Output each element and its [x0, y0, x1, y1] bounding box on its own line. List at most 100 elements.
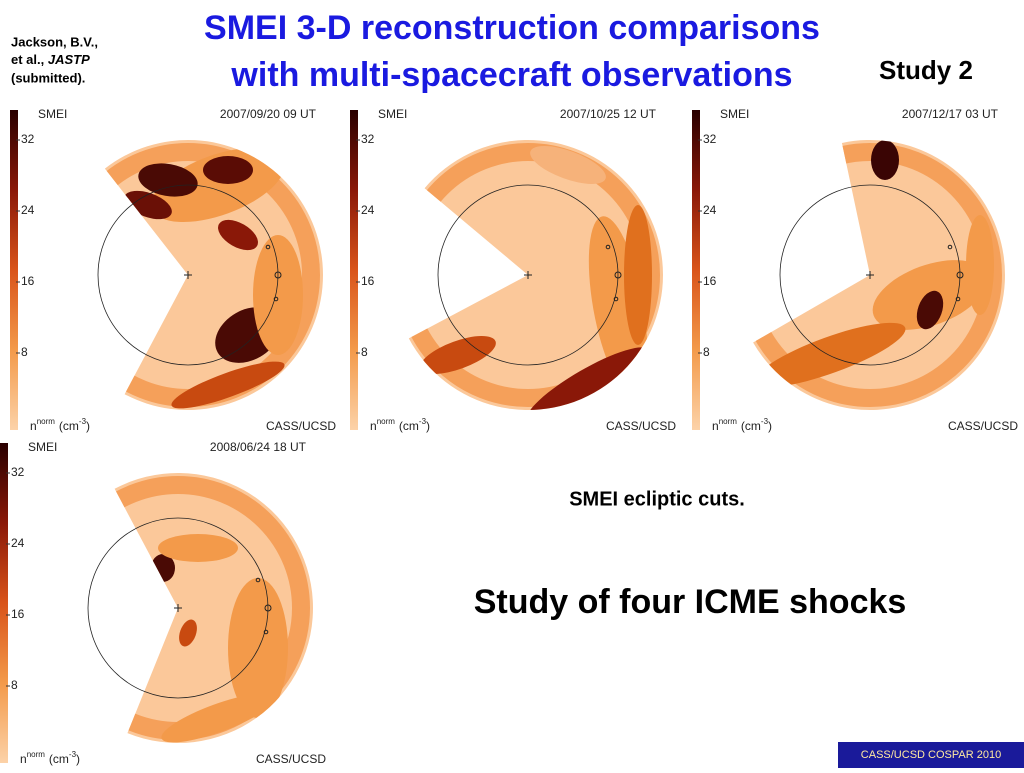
citation: (submitted).	[11, 70, 85, 85]
spacecraft-marker	[947, 244, 953, 250]
earth-marker	[956, 271, 964, 279]
unit: -3	[79, 417, 87, 426]
unit: )	[76, 752, 80, 766]
panel-label: SMEI	[28, 440, 57, 454]
unit-label: nnorm (cm-3)	[712, 417, 772, 433]
colorbar-label: 8	[11, 678, 18, 692]
colorbar-label: 24	[21, 203, 35, 217]
density-blob	[179, 619, 197, 647]
spacecraft-marker	[263, 629, 269, 635]
unit: norm	[27, 750, 46, 759]
unit: (cm	[49, 752, 69, 766]
credit: CASS/UCSD	[266, 419, 336, 433]
panel-label: SMEI	[38, 107, 67, 121]
colorbar-label: 24	[361, 203, 375, 217]
density-blob	[871, 140, 899, 180]
earth-marker	[274, 271, 282, 279]
unit: n	[712, 419, 719, 433]
colorbar-label: 32	[703, 132, 717, 146]
colorbar	[0, 443, 8, 763]
colorbar-label: 32	[21, 132, 35, 146]
colorbar	[350, 110, 358, 430]
sun-marker	[524, 271, 532, 279]
earth-orbit	[779, 184, 961, 366]
density-features	[104, 143, 320, 409]
density-blob	[754, 322, 906, 388]
density-blob	[530, 146, 606, 184]
unit: (cm	[59, 419, 79, 433]
unit: norm	[37, 417, 56, 426]
earth-marker	[264, 604, 272, 612]
sun-marker	[866, 271, 874, 279]
unit: (cm	[399, 419, 419, 433]
credit: CASS/UCSD	[948, 419, 1018, 433]
study-label: Study 2	[879, 55, 973, 85]
unit-label: nnorm (cm-3)	[370, 417, 430, 433]
panel-label: SMEI	[720, 107, 749, 121]
density-blob	[228, 578, 288, 718]
spacecraft-marker	[273, 296, 279, 302]
density-features	[408, 143, 660, 411]
density-blob	[526, 347, 650, 411]
panel-date: 2007/12/17 03 UT	[902, 107, 999, 121]
colorbar	[10, 110, 18, 430]
footer: CASS/UCSD COSPAR 2010	[861, 749, 1001, 761]
panel-label: SMEI	[378, 107, 407, 121]
credit: CASS/UCSD	[606, 419, 676, 433]
colorbar-label: 16	[361, 274, 375, 288]
density-blob	[253, 235, 303, 355]
unit: n	[20, 752, 27, 766]
citation: et al., JASTP	[11, 52, 90, 67]
colorbar-label: 8	[703, 345, 710, 359]
colorbar-label: 24	[11, 536, 25, 550]
plot-panel: 32 24 16 8 SMEI 2008/06/24 18 UT nnorm (cm-3) CA…	[0, 440, 326, 766]
earth-orbit	[437, 184, 619, 366]
plot-panel: 32 24 16 8 SMEI 2007/12/17 03 UT nnorm (cm-3) CA…	[692, 107, 1018, 433]
unit: )	[768, 419, 772, 433]
colorbar	[692, 110, 700, 430]
density-blob	[161, 693, 275, 743]
title: SMEI 3-D reconstruction comparisons	[204, 9, 820, 47]
unit-label: nnorm (cm-3)	[20, 750, 80, 766]
density-blob	[966, 215, 994, 315]
earth-orbit	[87, 517, 269, 699]
caption: SMEI ecliptic cuts.	[569, 488, 745, 510]
unit-label: nnorm (cm-3)	[30, 417, 90, 433]
unit: -3	[761, 417, 769, 426]
spacecraft-marker	[265, 244, 271, 250]
density-blob	[916, 290, 944, 330]
unit: -3	[419, 417, 427, 426]
unit: norm	[377, 417, 396, 426]
colorbar-label: 8	[361, 345, 368, 359]
colorbar-label: 16	[11, 607, 25, 621]
density-blob	[203, 156, 253, 184]
caption: Study of four ICME shocks	[474, 583, 907, 621]
earth-orbit	[97, 184, 279, 366]
sun-marker	[184, 271, 192, 279]
unit: n	[30, 419, 37, 433]
spacecraft-marker	[613, 296, 619, 302]
plot-panel: 32 24 16 8 SMEI 2007/09/20 09 UT nnorm (cm-3) CA…	[10, 107, 336, 433]
density-blob	[624, 205, 652, 345]
footer-box	[838, 742, 1024, 768]
unit: norm	[719, 417, 738, 426]
credit: CASS/UCSD	[256, 752, 326, 766]
citation: Jackson, B.V.,	[11, 34, 98, 49]
panel-date: 2008/06/24 18 UT	[210, 440, 307, 454]
panel-date: 2007/10/25 12 UT	[560, 107, 657, 121]
unit: )	[426, 419, 430, 433]
unit: n	[370, 419, 377, 433]
spacecraft-marker	[955, 296, 961, 302]
colorbar-label: 24	[703, 203, 717, 217]
density-blob	[171, 361, 285, 409]
unit: (cm	[741, 419, 761, 433]
colorbar-label: 16	[703, 274, 717, 288]
density-blob	[138, 163, 198, 197]
panel-date: 2007/09/20 09 UT	[220, 107, 317, 121]
citation: JASTP	[48, 52, 90, 67]
density-blob	[218, 219, 258, 251]
plot-panel: 32 24 16 8 SMEI 2007/10/25 12 UT nnorm (cm-3) CA…	[350, 107, 676, 433]
title: with multi-spacecraft observations	[230, 56, 792, 94]
